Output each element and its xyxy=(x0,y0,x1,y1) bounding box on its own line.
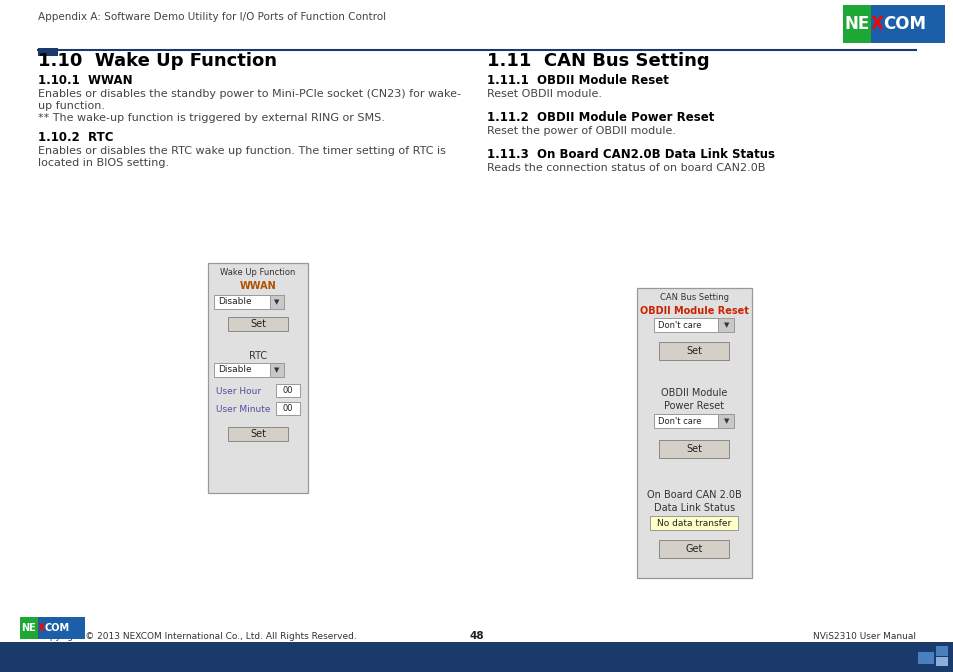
Text: RTC: RTC xyxy=(249,351,267,361)
Bar xyxy=(20,617,38,639)
Text: X: X xyxy=(38,623,46,633)
Text: located in BIOS setting.: located in BIOS setting. xyxy=(38,158,169,168)
Text: ▼: ▼ xyxy=(723,322,728,328)
Text: ▼: ▼ xyxy=(723,418,728,424)
Bar xyxy=(935,646,947,656)
Bar xyxy=(659,342,729,360)
Bar xyxy=(270,363,284,377)
Text: Copyright © 2013 NEXCOM International Co., Ltd. All Rights Reserved.: Copyright © 2013 NEXCOM International Co… xyxy=(38,632,356,641)
Text: 1.10  Wake Up Function: 1.10 Wake Up Function xyxy=(38,52,276,70)
Text: Disable: Disable xyxy=(218,366,252,374)
Bar xyxy=(650,516,738,530)
Text: ** The wake-up function is triggered by external RING or SMS.: ** The wake-up function is triggered by … xyxy=(38,113,384,123)
Bar xyxy=(637,288,751,578)
Bar xyxy=(718,414,734,428)
Text: 1.11.2  OBDII Module Power Reset: 1.11.2 OBDII Module Power Reset xyxy=(486,111,714,124)
Text: Set: Set xyxy=(686,346,701,356)
Text: OBDII Module Reset: OBDII Module Reset xyxy=(639,306,748,316)
Text: ▼: ▼ xyxy=(274,299,279,305)
Bar xyxy=(842,5,870,43)
Text: up function.: up function. xyxy=(38,101,105,111)
Text: Reads the connection status of on board CAN2.0B: Reads the connection status of on board … xyxy=(486,163,764,173)
Bar xyxy=(718,318,734,332)
Text: Power Reset: Power Reset xyxy=(663,401,723,411)
Bar xyxy=(659,540,729,558)
Text: Disable: Disable xyxy=(218,298,252,306)
Text: Appendix A: Software Demo Utility for I/O Ports of Function Control: Appendix A: Software Demo Utility for I/… xyxy=(38,12,386,22)
Bar xyxy=(917,652,933,664)
Text: Reset OBDII module.: Reset OBDII module. xyxy=(486,89,601,99)
Text: COM: COM xyxy=(45,623,71,633)
Bar xyxy=(842,5,944,43)
Text: 1.11.1  OBDII Module Reset: 1.11.1 OBDII Module Reset xyxy=(486,74,668,87)
Text: Don't care: Don't care xyxy=(658,321,701,329)
Text: User Hour: User Hour xyxy=(215,386,261,396)
Bar xyxy=(208,263,308,493)
Text: 00: 00 xyxy=(282,386,293,395)
Text: Set: Set xyxy=(250,429,266,439)
Bar xyxy=(228,427,288,441)
Text: NViS2310 User Manual: NViS2310 User Manual xyxy=(812,632,915,641)
Text: User Minute: User Minute xyxy=(215,405,271,413)
Text: Don't care: Don't care xyxy=(658,417,701,425)
Text: Get: Get xyxy=(685,544,702,554)
Text: Enables or disables the RTC wake up function. The timer setting of RTC is: Enables or disables the RTC wake up func… xyxy=(38,146,445,156)
Bar xyxy=(38,617,85,639)
Text: Reset the power of OBDII module.: Reset the power of OBDII module. xyxy=(486,126,676,136)
Text: On Board CAN 2.0B: On Board CAN 2.0B xyxy=(646,490,741,500)
Text: Wake Up Function: Wake Up Function xyxy=(220,268,295,277)
Text: Data Link Status: Data Link Status xyxy=(653,503,735,513)
Bar xyxy=(38,48,58,56)
Text: 1.11  CAN Bus Setting: 1.11 CAN Bus Setting xyxy=(486,52,709,70)
Text: OBDII Module: OBDII Module xyxy=(660,388,727,398)
Text: X: X xyxy=(870,15,882,33)
Text: 1.10.1  WWAN: 1.10.1 WWAN xyxy=(38,74,132,87)
Text: 00: 00 xyxy=(282,404,293,413)
Text: NE: NE xyxy=(21,623,35,633)
Text: Set: Set xyxy=(686,444,701,454)
Text: 1.11.3  On Board CAN2.0B Data Link Status: 1.11.3 On Board CAN2.0B Data Link Status xyxy=(486,148,774,161)
Text: 1.10.2  RTC: 1.10.2 RTC xyxy=(38,131,113,144)
Bar xyxy=(20,617,85,639)
Bar xyxy=(654,414,718,428)
Bar xyxy=(270,295,284,309)
Text: WWAN: WWAN xyxy=(239,281,276,291)
Bar xyxy=(935,657,947,666)
Text: Set: Set xyxy=(250,319,266,329)
Text: 48: 48 xyxy=(469,631,484,641)
Text: COM: COM xyxy=(882,15,925,33)
Text: ▼: ▼ xyxy=(274,367,279,373)
Bar xyxy=(228,317,288,331)
Text: CAN Bus Setting: CAN Bus Setting xyxy=(659,293,728,302)
Bar xyxy=(275,384,299,397)
Text: NE: NE xyxy=(844,15,869,33)
Bar xyxy=(659,440,729,458)
Bar xyxy=(0,642,953,672)
Text: No data transfer: No data transfer xyxy=(657,519,731,528)
Bar xyxy=(275,402,299,415)
Bar xyxy=(213,295,284,309)
Bar xyxy=(654,318,718,332)
Bar xyxy=(213,363,284,377)
Text: Enables or disables the standby power to Mini-PCIe socket (CN23) for wake-: Enables or disables the standby power to… xyxy=(38,89,460,99)
